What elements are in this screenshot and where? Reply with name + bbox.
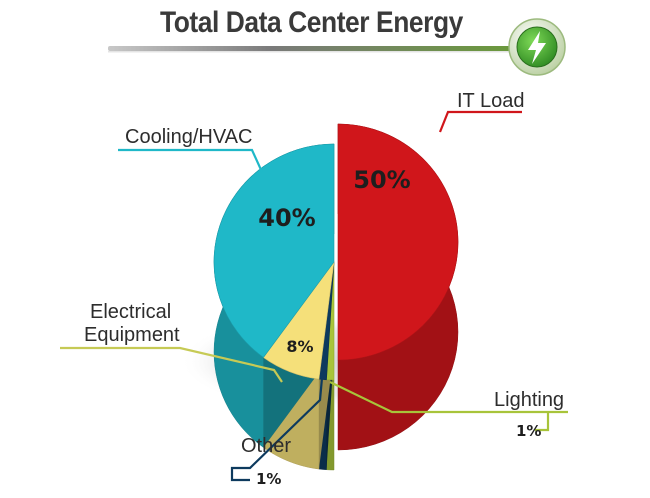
value-it-load: 50%	[353, 166, 410, 194]
title-underline	[108, 46, 518, 53]
pie-slice-it-load	[337, 123, 459, 361]
leader-lighting	[329, 381, 568, 414]
lightning-bolt-icon	[508, 18, 566, 76]
leader-electrical-equipment	[60, 346, 283, 383]
value-other: 1%	[256, 470, 281, 488]
label-it-load: IT Load	[457, 90, 524, 112]
label-electrical-equipment-line2: Equipment	[84, 324, 180, 346]
label-other: Other	[241, 435, 291, 457]
pie-slice-cooling-hvac	[213, 143, 335, 358]
label-cooling-hvac: Cooling/HVAC	[125, 126, 252, 148]
value-lighting: 1%	[516, 422, 541, 440]
value-electrical-equipment: 8%	[286, 337, 313, 356]
leader-other	[230, 377, 324, 482]
label-electrical-equipment-line1: Electrical	[90, 301, 171, 323]
leader-lighting-tick	[535, 412, 550, 432]
chart-title: Total Data Center Energy	[160, 6, 463, 39]
leader-it-load	[438, 110, 522, 133]
value-cooling-hvac: 40%	[258, 204, 315, 232]
leader-cooling-hvac	[118, 148, 264, 173]
label-lighting: Lighting	[494, 389, 564, 411]
